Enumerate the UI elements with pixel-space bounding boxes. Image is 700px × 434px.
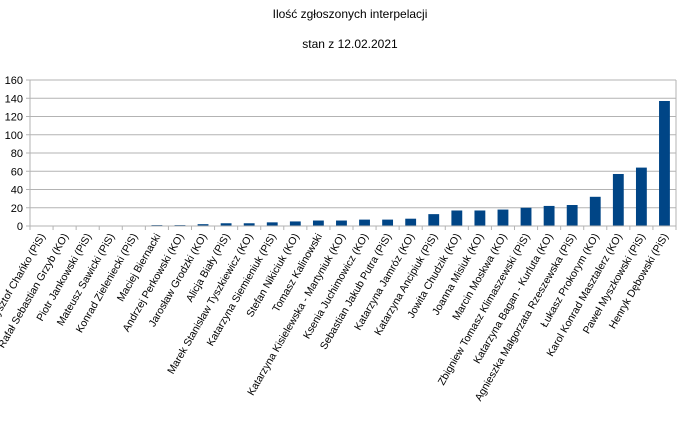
bar: [589, 196, 601, 226]
bar: [566, 205, 578, 226]
bar: [336, 220, 347, 226]
y-tick-label: 160: [5, 75, 23, 87]
bar: [243, 223, 255, 226]
bar: [382, 219, 394, 226]
y-tick-label: 0: [17, 221, 23, 233]
chart-title: Ilość zgłoszonych interpelacji: [272, 7, 428, 21]
bars: [151, 100, 670, 226]
bar: [266, 222, 278, 226]
y-tick-label: 120: [5, 112, 23, 124]
x-tick-labels: Jacek Krzysztof Chańko (PiS)Rafał Sebast…: [0, 231, 671, 403]
bar: [474, 210, 486, 226]
bar: [428, 214, 440, 226]
bar: [289, 221, 301, 226]
gridlines: [30, 79, 676, 227]
bar: [359, 219, 370, 226]
bar: [312, 220, 324, 226]
y-tick-label: 100: [5, 130, 23, 142]
bar: [405, 218, 417, 226]
bar: [635, 167, 647, 226]
bar: [497, 209, 509, 226]
bar: [520, 207, 532, 226]
bar: [612, 173, 624, 226]
bar: [451, 210, 463, 226]
y-tick-label: 140: [5, 93, 23, 105]
y-tick-label: 20: [11, 203, 23, 215]
y-tick-labels: 0 20 40 60 80 100 120 140 160: [5, 75, 23, 233]
y-tick-label: 80: [11, 148, 23, 160]
y-tick-label: 60: [11, 166, 23, 178]
bar: [220, 223, 232, 226]
bar: [659, 100, 670, 226]
y-tick-label: 40: [11, 185, 23, 197]
bar: [543, 205, 555, 226]
chart-subtitle: stan z 12.02.2021: [302, 37, 398, 51]
bar: [197, 224, 209, 226]
axes: [26, 79, 677, 230]
